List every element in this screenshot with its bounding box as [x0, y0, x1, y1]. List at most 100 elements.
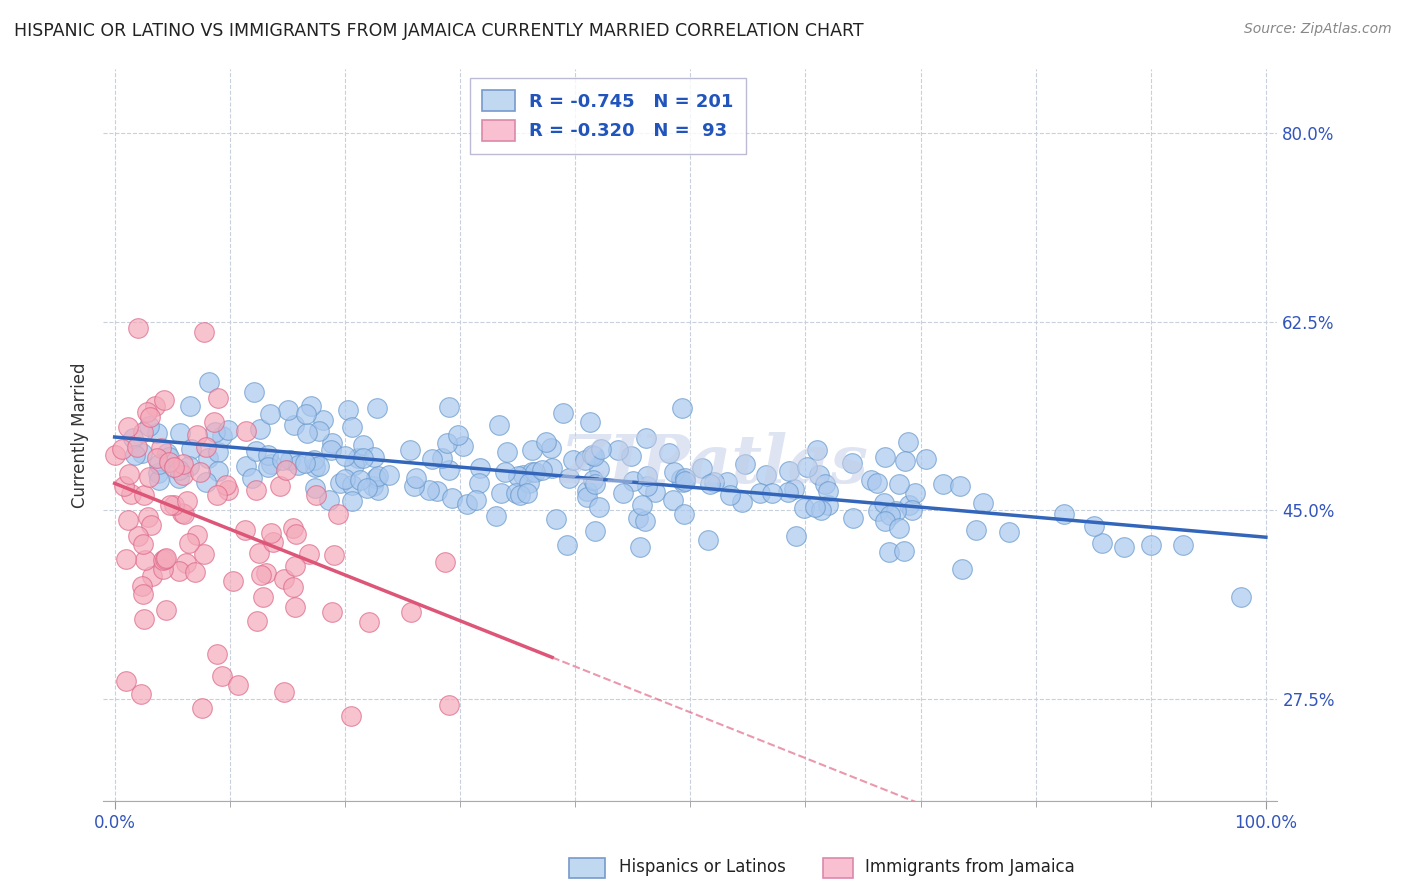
Point [451, 440, 474, 454]
Point [399, 442, 422, 457]
Point [138, 419, 160, 434]
Point [163, 459, 186, 474]
Point [340, 709, 363, 723]
Point [146, 450, 169, 465]
Point [589, 442, 612, 456]
Point [534, 435, 557, 450]
Point [207, 464, 229, 478]
Point [866, 504, 889, 518]
Text: HISPANIC OR LATINO VS IMMIGRANTS FROM JAMAICA CURRENTLY MARRIED CORRELATION CHAR: HISPANIC OR LATINO VS IMMIGRANTS FROM JA… [14, 22, 863, 40]
Point [127, 529, 149, 543]
Point [1139, 538, 1161, 552]
Point [588, 462, 610, 476]
Point [260, 526, 283, 541]
Point [240, 471, 263, 485]
Point [120, 486, 142, 500]
Point [841, 456, 863, 470]
Point [359, 615, 381, 630]
Point [343, 458, 366, 472]
Point [319, 443, 342, 458]
Point [803, 500, 825, 515]
Point [561, 453, 583, 467]
Y-axis label: Currently Married: Currently Married [72, 362, 89, 508]
Point [243, 384, 266, 399]
Point [294, 407, 316, 421]
Point [873, 496, 896, 510]
Point [269, 479, 291, 493]
Point [810, 502, 832, 516]
Point [884, 504, 907, 518]
Point [468, 461, 491, 475]
Point [321, 605, 343, 619]
Point [340, 420, 363, 434]
Point [270, 453, 292, 467]
Point [734, 457, 756, 471]
Point [148, 467, 170, 481]
Point [134, 553, 156, 567]
Point [247, 546, 270, 560]
Point [295, 425, 318, 440]
Point [127, 320, 149, 334]
Point [167, 470, 190, 484]
Point [177, 458, 200, 473]
Point [437, 463, 460, 477]
Point [141, 517, 163, 532]
Point [806, 442, 828, 457]
Point [211, 429, 233, 443]
Point [318, 493, 340, 508]
Point [132, 612, 155, 626]
Point [197, 450, 219, 465]
Point [287, 458, 309, 472]
Point [173, 508, 195, 522]
Point [515, 485, 537, 500]
Point [254, 566, 277, 580]
Point [118, 467, 141, 481]
Point [124, 448, 146, 462]
Point [447, 428, 470, 442]
Point [136, 405, 159, 419]
Point [367, 483, 389, 498]
Text: Hispanics or Latinos: Hispanics or Latinos [619, 858, 786, 876]
Point [174, 557, 197, 571]
Point [505, 485, 527, 500]
Text: ZIPatlas: ZIPatlas [560, 432, 868, 497]
Point [673, 471, 696, 485]
Point [153, 392, 176, 407]
Point [167, 463, 190, 477]
Point [256, 459, 278, 474]
Point [583, 476, 606, 491]
Point [553, 406, 575, 420]
Point [180, 442, 202, 456]
Point [776, 485, 799, 500]
Point [202, 415, 225, 429]
Point [312, 413, 335, 427]
Point [1112, 540, 1135, 554]
Point [887, 476, 910, 491]
Point [456, 497, 478, 511]
Point [145, 426, 167, 441]
Point [748, 486, 770, 500]
Point [132, 587, 155, 601]
Point [172, 467, 194, 482]
Point [866, 476, 889, 491]
Point [235, 459, 257, 474]
Point [191, 701, 214, 715]
Point [893, 543, 915, 558]
Point [215, 477, 238, 491]
Point [631, 499, 654, 513]
Point [517, 475, 540, 490]
Point [252, 590, 274, 604]
Point [467, 475, 489, 490]
Point [672, 475, 695, 489]
Point [887, 521, 910, 535]
Point [783, 482, 806, 496]
Point [284, 600, 307, 615]
Point [557, 471, 579, 485]
Point [321, 436, 343, 450]
Point [333, 472, 356, 486]
Point [634, 431, 657, 445]
Point [188, 465, 211, 479]
Point [152, 553, 174, 567]
Point [233, 523, 256, 537]
Point [163, 498, 186, 512]
